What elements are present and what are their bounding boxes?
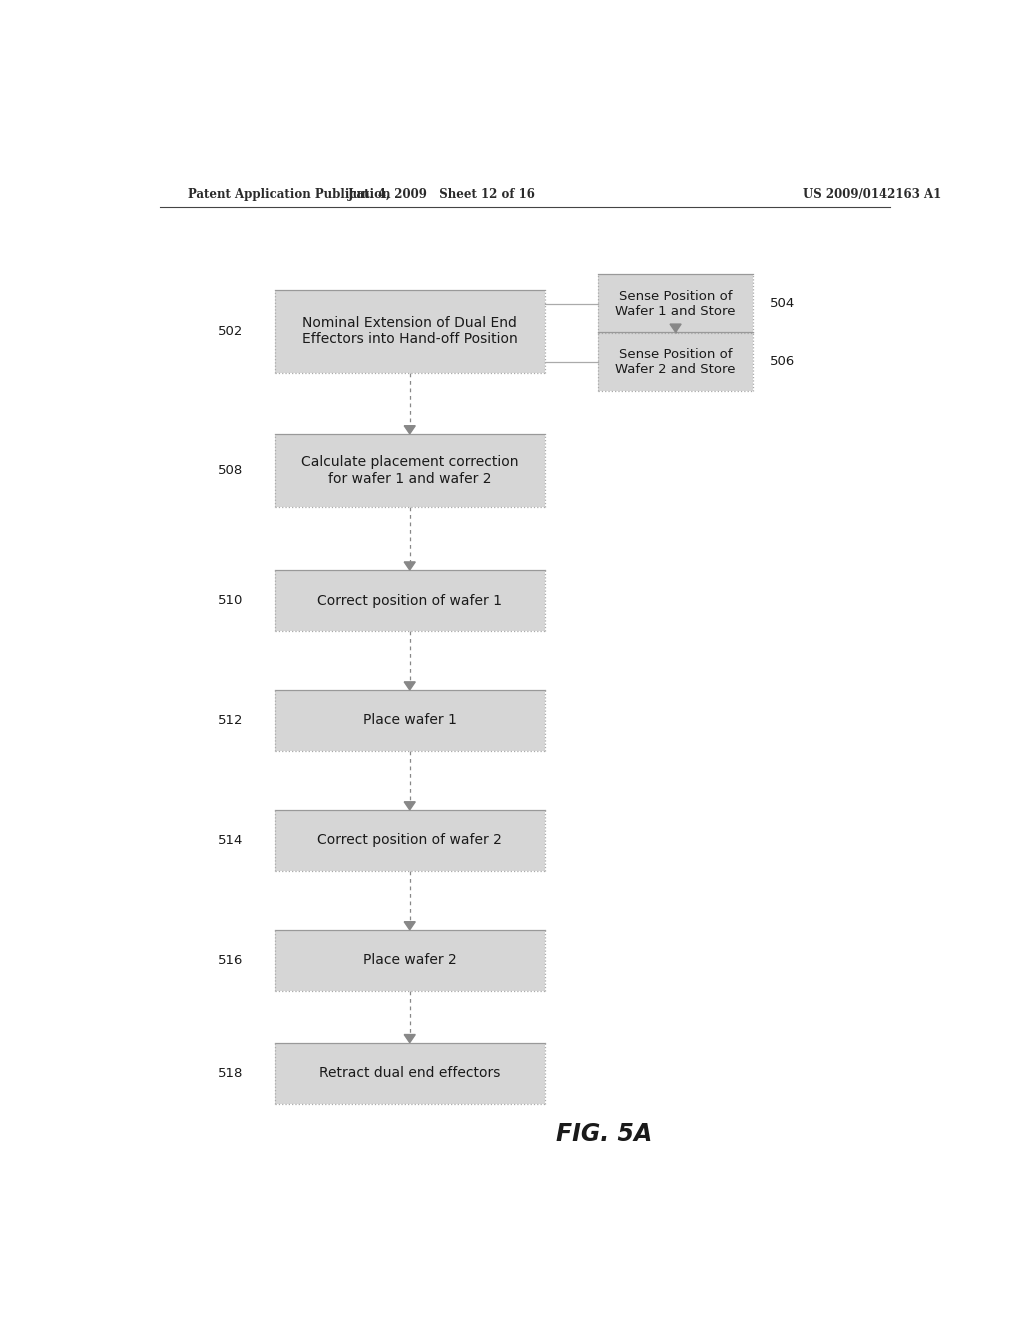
Text: 508: 508 — [218, 463, 243, 477]
Text: 514: 514 — [218, 834, 243, 847]
Bar — [274, 690, 545, 751]
Text: Calculate placement correction
for wafer 1 and wafer 2: Calculate placement correction for wafer… — [301, 455, 518, 486]
Text: 504: 504 — [770, 297, 796, 310]
Bar — [274, 434, 545, 507]
Bar — [598, 333, 753, 391]
Text: Correct position of wafer 2: Correct position of wafer 2 — [317, 833, 502, 847]
Text: Sense Position of
Wafer 1 and Store: Sense Position of Wafer 1 and Store — [615, 290, 736, 318]
Text: 510: 510 — [218, 594, 243, 607]
Bar — [274, 1043, 545, 1104]
Text: Retract dual end effectors: Retract dual end effectors — [319, 1067, 501, 1080]
Polygon shape — [404, 426, 416, 434]
Bar — [598, 275, 753, 333]
Bar — [274, 570, 545, 631]
Bar — [274, 929, 545, 991]
Bar — [274, 289, 545, 372]
Text: FIG. 5A: FIG. 5A — [556, 1122, 652, 1146]
Text: 512: 512 — [217, 714, 243, 727]
Text: 502: 502 — [218, 325, 243, 338]
Text: Nominal Extension of Dual End
Effectors into Hand-off Position: Nominal Extension of Dual End Effectors … — [302, 315, 517, 346]
Text: Patent Application Publication: Patent Application Publication — [187, 189, 390, 202]
Polygon shape — [404, 921, 416, 929]
Polygon shape — [404, 682, 416, 690]
Text: Place wafer 1: Place wafer 1 — [362, 714, 457, 727]
Text: Correct position of wafer 1: Correct position of wafer 1 — [317, 594, 502, 607]
Text: Jun. 4, 2009   Sheet 12 of 16: Jun. 4, 2009 Sheet 12 of 16 — [347, 189, 536, 202]
Polygon shape — [404, 1035, 416, 1043]
Bar — [274, 810, 545, 871]
Text: 506: 506 — [770, 355, 796, 368]
Text: Sense Position of
Wafer 2 and Store: Sense Position of Wafer 2 and Store — [615, 347, 736, 376]
Text: 516: 516 — [218, 954, 243, 966]
Text: Place wafer 2: Place wafer 2 — [362, 953, 457, 968]
Polygon shape — [404, 562, 416, 570]
Polygon shape — [670, 325, 681, 333]
Text: 518: 518 — [218, 1067, 243, 1080]
Polygon shape — [404, 801, 416, 810]
Text: US 2009/0142163 A1: US 2009/0142163 A1 — [803, 189, 941, 202]
